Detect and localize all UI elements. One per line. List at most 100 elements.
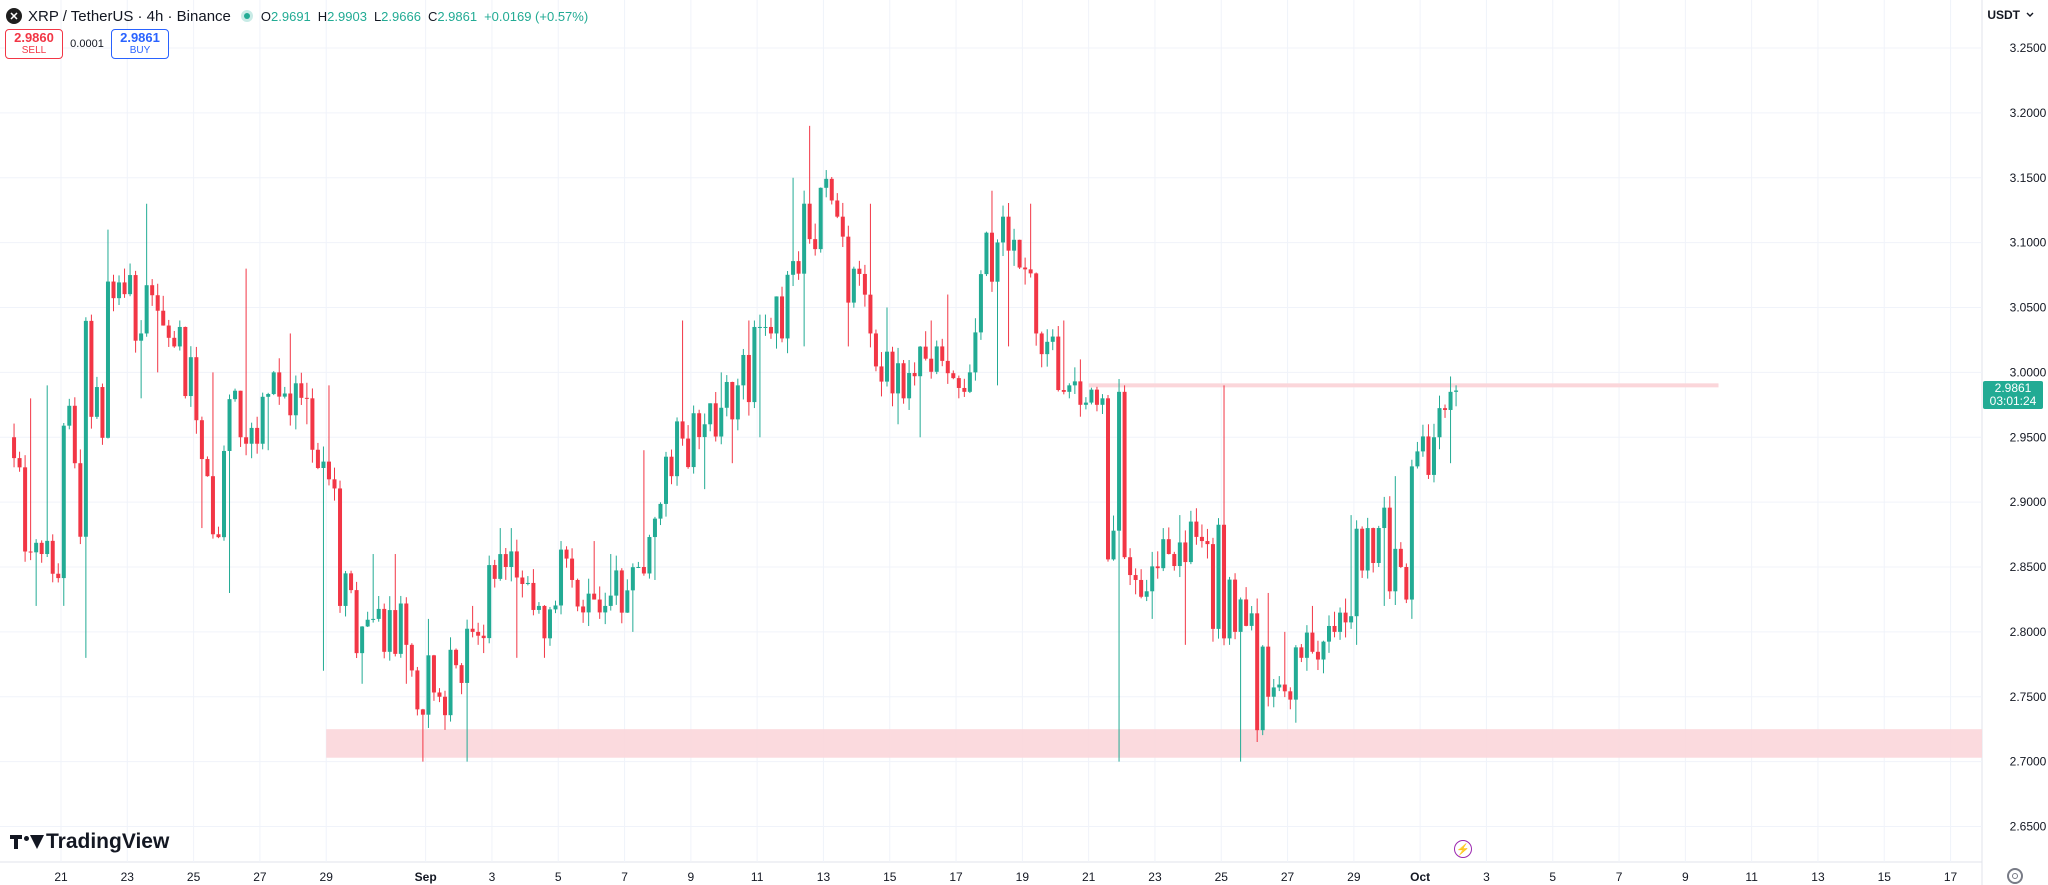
gear-icon[interactable] [2007,868,2023,884]
candle-body [868,294,873,334]
candle-body [1398,548,1403,567]
candle-body [1376,528,1381,563]
buy-price: 2.9861 [120,30,160,45]
time-tick-label: 23 [1148,870,1162,884]
candle-body [94,387,99,417]
candle-body [1089,389,1094,403]
candle-body [1310,632,1315,652]
candle-body [746,354,751,403]
candle-body [1072,381,1077,386]
candle-body [785,274,790,339]
candle-body [1233,579,1238,632]
currency-select[interactable]: USDT [1981,4,2040,26]
candle-body [1315,651,1320,660]
candle-body [1106,398,1110,560]
candle-body [1454,390,1459,392]
market-status-icon[interactable] [240,10,253,22]
candle-body [382,608,387,652]
candle-body [448,649,453,716]
candle-body [807,203,812,240]
candle-body [1122,391,1127,558]
flash-icon[interactable]: ⚡ [1454,840,1472,858]
candle-body [387,610,392,652]
candle-body [608,595,613,606]
price-tick-label: 2.9500 [2010,430,2047,444]
candle-body [730,381,735,420]
buy-button[interactable]: 2.9861 BUY [111,29,169,59]
candle-body [288,393,293,416]
candle-body [260,396,265,444]
candle-body [332,479,337,489]
candle-body [426,655,431,715]
time-tick-label: 29 [1347,870,1361,884]
tradingview-logo[interactable]: TradingView [10,830,169,854]
candle-body [697,413,702,438]
candle-body [1415,451,1420,467]
candle-body [1260,646,1265,731]
candle-body [995,242,1000,282]
candle-body [592,593,597,600]
candle-body [487,565,492,639]
candle-body [1266,646,1271,697]
candle-body [1056,336,1061,391]
candle-body [636,567,641,568]
candle-body [222,450,226,538]
time-tick-label: 21 [1082,870,1096,884]
candle-body [542,605,547,639]
candle-body [862,273,867,295]
time-tick-label: 15 [1878,870,1892,884]
price-tick-label: 2.6500 [2010,820,2047,834]
candle-body [205,459,210,477]
price-tick-label: 2.8500 [2010,560,2047,574]
time-tick-label: 17 [1944,870,1958,884]
candle-body [1094,389,1099,405]
candle-body [1426,436,1431,475]
candle-body [1249,613,1254,626]
time-tick-label: 11 [751,870,764,884]
bar-countdown: 03:01:24 [1989,394,2037,408]
candle-body [1293,647,1298,700]
low-value: 2.9666 [381,8,421,24]
candle-body [277,372,282,397]
time-tick-label: 29 [320,870,334,884]
candle-body [1437,408,1442,438]
candle-body [492,565,497,579]
time-tick-label: 3 [489,870,496,884]
candle-body [404,603,409,645]
candle-body [34,542,39,553]
candle-body [525,582,530,584]
candle-body [371,618,376,620]
candle-body [321,461,326,468]
candle-body [520,577,525,584]
buy-label: BUY [129,45,151,56]
candle-body [1188,521,1193,563]
candle-body [973,332,978,373]
candle-body [1216,524,1221,629]
candle-body [78,463,83,537]
xrp-logo-icon[interactable]: ✕ [6,8,22,24]
sell-price: 2.9860 [14,30,54,45]
candle-body [1161,539,1166,569]
candle-body [1050,336,1055,342]
candle-body [570,558,575,580]
candle-body [1111,530,1116,560]
sell-button[interactable]: 2.9860 SELL [5,29,63,59]
candle-body [846,236,851,303]
candle-body [802,203,807,274]
candle-body [536,605,541,610]
candle-body [780,296,785,339]
candle-body [641,567,646,574]
candle-body [172,337,177,347]
time-tick-label: 9 [688,870,695,884]
candle-body [498,554,503,579]
candle-body [271,372,276,395]
time-tick-label: 19 [1016,870,1030,884]
candle-body [233,390,238,400]
candle-body [1133,575,1138,580]
candle-body [967,372,972,392]
symbol-title[interactable]: XRP / TetherUS · 4h · Binance [28,7,231,25]
candle-body [1083,402,1088,405]
price-tick-label: 3.1500 [2010,171,2047,185]
candle-body [1360,528,1365,571]
